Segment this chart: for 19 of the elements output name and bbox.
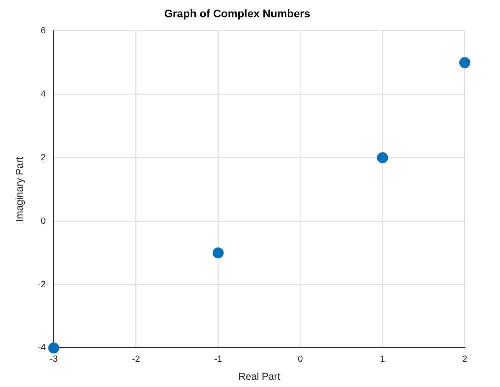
point <box>48 342 60 354</box>
y-tick-label: 4 <box>40 89 46 100</box>
x-tick-label: -2 <box>132 354 140 364</box>
y-tick-label: 2 <box>40 152 46 162</box>
y-tick-label: 6 <box>40 26 46 36</box>
x-tick-label: 2 <box>462 354 468 364</box>
y-axis-title: Imaginary Part <box>14 156 26 222</box>
point <box>212 248 224 259</box>
y-tick-label: 0 <box>40 216 46 226</box>
x-tick-label: -3 <box>50 354 58 364</box>
point <box>377 152 388 164</box>
chart-title: Graph of Complex Numbers <box>164 8 311 21</box>
x-tick-label: 1 <box>380 354 386 364</box>
x-tick-label: -1 <box>214 354 222 364</box>
x-axis-title: Real Part <box>238 372 281 383</box>
y-tick-label: -4 <box>38 342 46 353</box>
y-tick-label: -2 <box>38 279 46 290</box>
point <box>460 57 470 68</box>
x-tick-label: 0 <box>298 354 304 364</box>
